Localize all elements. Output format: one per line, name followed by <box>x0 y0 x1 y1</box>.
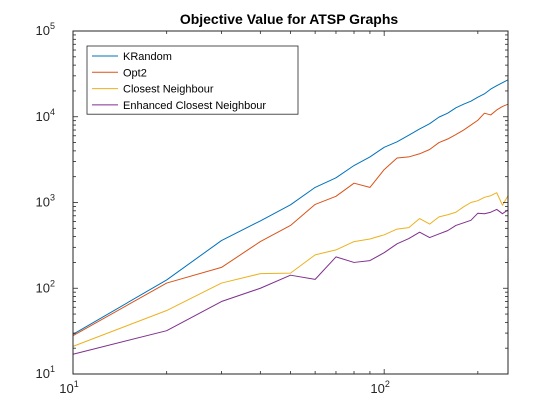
series-line-0 <box>72 79 509 335</box>
legend-label-3: Enhanced Closest Neighbour <box>123 100 266 112</box>
chart-title: Objective Value for ATSP Graphs <box>180 11 399 27</box>
axis-layer: 101 102 101 102 103 104 105 <box>36 21 509 396</box>
legend: KRandom Opt2 Closest Neighbour Enhanced Clo… <box>86 45 299 115</box>
legend-box <box>86 45 299 115</box>
y-tick-label-2: 103 <box>36 193 55 210</box>
series-line-2 <box>72 192 509 347</box>
y-tick-label-1: 102 <box>36 278 55 295</box>
y-tick-label-3: 104 <box>36 107 55 124</box>
y-tick-label-4: 105 <box>36 21 55 38</box>
legend-label-2: Closest Neighbour <box>123 84 214 96</box>
legend-label-1: Opt2 <box>123 67 147 79</box>
series-layer <box>72 79 509 355</box>
series-line-3 <box>72 208 509 355</box>
x-tick-label-0: 101 <box>59 379 78 396</box>
legend-label-0: KRandom <box>123 51 172 63</box>
x-tick-label-1: 102 <box>370 379 389 396</box>
y-tick-label-0: 101 <box>36 364 55 381</box>
series-line-1 <box>72 103 509 337</box>
